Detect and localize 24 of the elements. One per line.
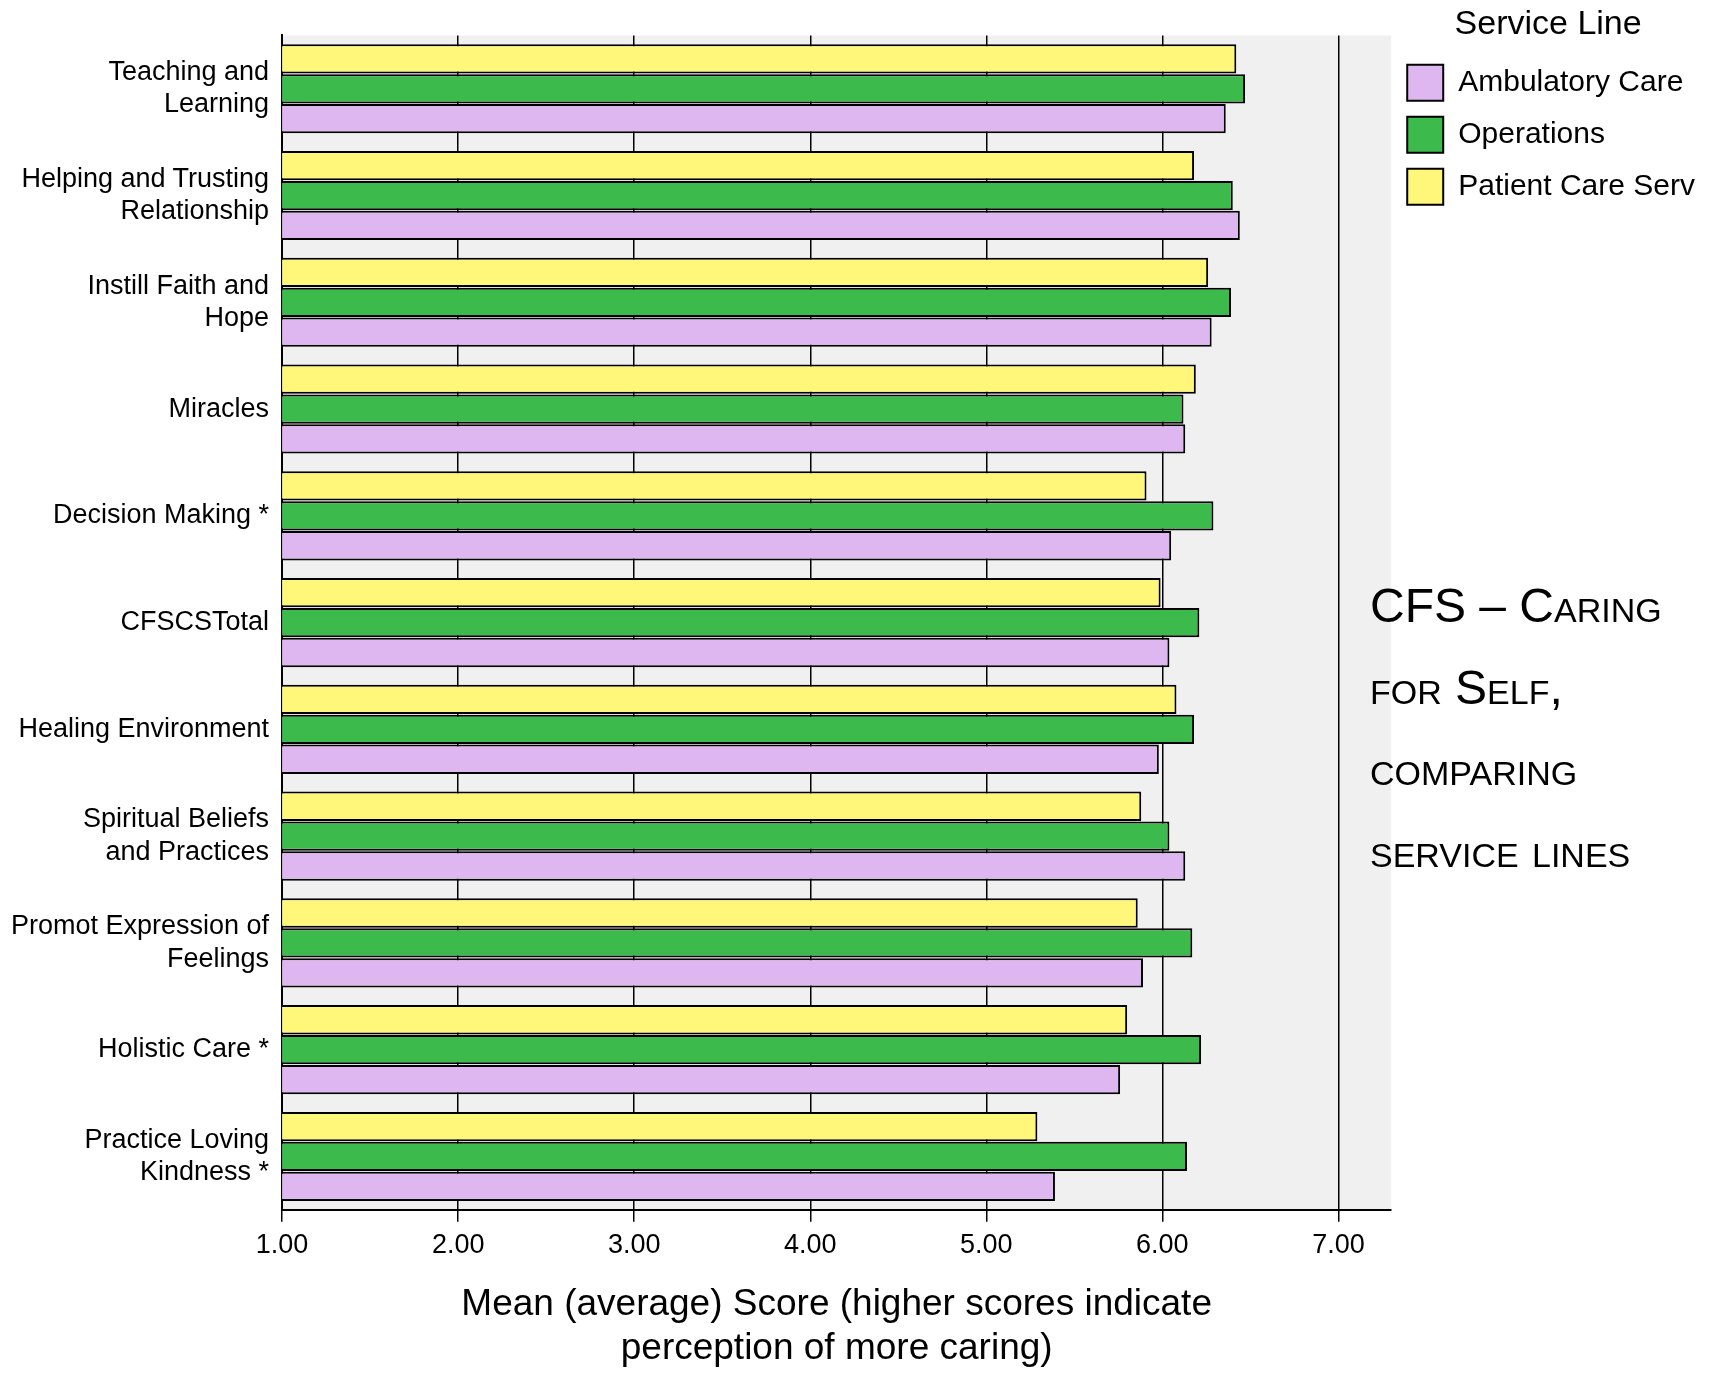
y-tick-label: Teaching and Learning — [108, 56, 270, 119]
y-tick-label: Practice Loving Kindness * — [84, 1123, 270, 1187]
x-tick-label: 5.00 — [960, 1229, 1013, 1260]
x-tick-label: 6.00 — [1136, 1229, 1189, 1260]
y-tick-label: CFSCSTotal — [120, 606, 270, 637]
legend-title: Service Line — [1454, 3, 1642, 42]
y-tick-label: Promot Expression of Feelings — [11, 910, 270, 973]
y-tick-label: Holistic Care * — [98, 1033, 270, 1064]
x-axis-title: Mean (average) Score (higher scores indicate perception of more caring) — [461, 1281, 1212, 1367]
y-tick-label: Miracles — [168, 392, 270, 423]
y-tick-label: Helping and Trusting Relationship — [21, 162, 270, 226]
x-tick-label: 7.00 — [1312, 1229, 1365, 1260]
x-tick-label: 1.00 — [255, 1229, 309, 1260]
y-tick-label: Instill Faith and Hope — [87, 269, 270, 332]
legend-label: Patient Care Serv — [1458, 168, 1695, 202]
legend-label: Operations — [1458, 116, 1605, 150]
annotation: CFS – Caring for Self, comparing service lines — [1370, 578, 1663, 879]
y-tick-label: Decision Making * — [53, 499, 270, 530]
x-tick-label: 3.00 — [607, 1229, 661, 1260]
legend-label: Ambulatory Care — [1458, 64, 1684, 98]
y-tick-label: Spiritual Beliefs and Practices — [83, 803, 270, 866]
x-tick-label: 2.00 — [431, 1229, 485, 1260]
x-tick-label: 4.00 — [783, 1229, 837, 1260]
y-tick-label: Healing Environment — [18, 712, 270, 743]
